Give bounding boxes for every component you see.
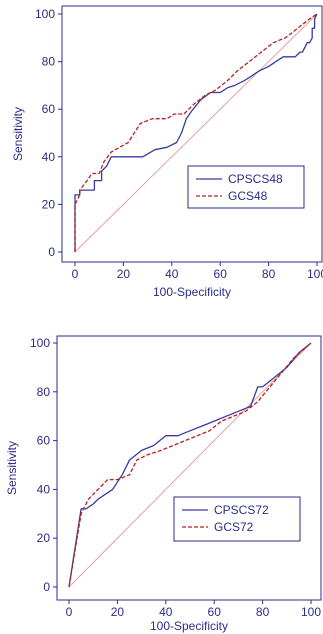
roc-chart-top: 0 20 40 60 80 100 0 20 40 60 80 100 100-Specificity S… (11, 5, 323, 299)
x-axis-label: 100-Specificity (150, 619, 228, 633)
series-line-cpscs72 (68, 342, 312, 588)
x-tick-label: 40 (165, 267, 179, 281)
y-tick-label: 0 (48, 245, 55, 259)
legend-label: GCS48 (228, 189, 268, 203)
plot-frame (61, 5, 323, 263)
y-tick-label: 60 (37, 434, 51, 448)
legend-box (187, 165, 305, 209)
x-tick-label: 20 (117, 267, 131, 281)
legend-label: GCS72 (214, 520, 254, 534)
x-tick-label: 40 (159, 605, 173, 619)
y-tick-label: 80 (42, 55, 56, 69)
y-tick-label: 100 (35, 7, 55, 21)
series-line-gcs48 (74, 13, 318, 252)
x-axis-label: 100-Specificity (153, 285, 231, 299)
reference-diagonal (74, 13, 318, 253)
x-tick-label: 60 (214, 267, 228, 281)
y-tick-label: 20 (42, 197, 56, 211)
x-tick-label: 100 (301, 605, 321, 619)
x-tick-label: 0 (66, 605, 73, 619)
y-tick-label: 60 (42, 102, 56, 116)
y-tick-label: 0 (43, 580, 50, 594)
x-tick-label: 80 (262, 267, 276, 281)
legend-box (173, 496, 301, 542)
y-axis-label: Sensitivity (11, 107, 25, 161)
legend-label: CPSCS48 (228, 172, 283, 186)
y-axis-label: Sensitivity (5, 441, 19, 495)
x-tick-label: 0 (72, 267, 79, 281)
x-tick-label: 60 (208, 605, 222, 619)
plot-frame (56, 335, 322, 601)
roc-chart-bottom: 0 20 40 60 80 100 0 20 40 60 80 100 100-Specificity S… (5, 335, 322, 633)
x-tick-label: 20 (111, 605, 125, 619)
y-tick-label: 40 (42, 150, 56, 164)
y-tick-label: 40 (37, 482, 51, 496)
y-tick-label: 80 (37, 385, 51, 399)
y-tick-label: 100 (30, 336, 50, 350)
series-line-gcs72 (68, 342, 312, 588)
x-tick-label: 100 (307, 267, 323, 281)
legend-label: CPSCS72 (214, 503, 269, 517)
x-tick-label: 80 (256, 605, 270, 619)
y-tick-label: 20 (37, 531, 51, 545)
series-line-cpscs48 (74, 13, 318, 252)
legend: CPSCS48 GCS48 (187, 165, 305, 209)
reference-diagonal (68, 342, 312, 588)
legend: CPSCS72 GCS72 (173, 496, 301, 542)
